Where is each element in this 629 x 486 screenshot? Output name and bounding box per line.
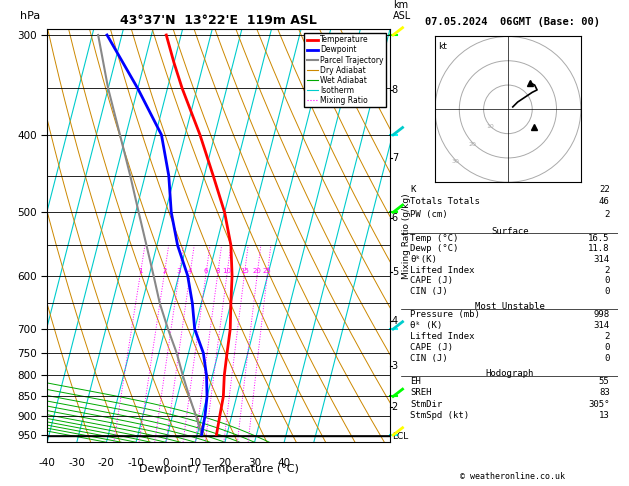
Text: Most Unstable: Most Unstable bbox=[475, 302, 545, 312]
Text: 40: 40 bbox=[277, 457, 291, 468]
Text: 0: 0 bbox=[604, 343, 610, 352]
Text: 314: 314 bbox=[594, 255, 610, 264]
Text: 2: 2 bbox=[162, 268, 167, 275]
Text: StmSpd (kt): StmSpd (kt) bbox=[410, 411, 469, 420]
Text: 25: 25 bbox=[263, 268, 272, 275]
Text: -30: -30 bbox=[69, 457, 86, 468]
Text: -40: -40 bbox=[39, 457, 55, 468]
Text: 1: 1 bbox=[138, 268, 143, 275]
Text: 11.8: 11.8 bbox=[588, 244, 610, 253]
Text: hPa: hPa bbox=[19, 11, 40, 21]
Text: 16.5: 16.5 bbox=[588, 234, 610, 243]
Text: 83: 83 bbox=[599, 388, 610, 397]
Title: 43°37'N  13°22'E  119m ASL: 43°37'N 13°22'E 119m ASL bbox=[120, 14, 317, 27]
Text: Surface: Surface bbox=[491, 226, 528, 236]
Text: Lifted Index: Lifted Index bbox=[410, 266, 474, 275]
Text: 15: 15 bbox=[240, 268, 249, 275]
Text: 10: 10 bbox=[189, 457, 202, 468]
Text: CAPE (J): CAPE (J) bbox=[410, 277, 453, 285]
Text: -20: -20 bbox=[98, 457, 115, 468]
Text: CIN (J): CIN (J) bbox=[410, 287, 448, 296]
Text: 30: 30 bbox=[248, 457, 261, 468]
Text: θᵏ (K): θᵏ (K) bbox=[410, 321, 442, 330]
Text: 0: 0 bbox=[162, 457, 169, 468]
Text: 22: 22 bbox=[599, 185, 610, 194]
Text: EH: EH bbox=[410, 377, 421, 386]
Text: 0: 0 bbox=[604, 287, 610, 296]
Text: © weatheronline.co.uk: © weatheronline.co.uk bbox=[460, 472, 565, 481]
Text: LCL: LCL bbox=[392, 432, 408, 441]
Text: 305°: 305° bbox=[588, 399, 610, 409]
Text: kt: kt bbox=[438, 42, 447, 52]
Text: 6: 6 bbox=[392, 213, 398, 224]
Text: 30: 30 bbox=[452, 159, 459, 164]
Text: PW (cm): PW (cm) bbox=[410, 209, 448, 219]
Text: 0: 0 bbox=[604, 277, 610, 285]
Text: 314: 314 bbox=[594, 321, 610, 330]
Text: 3: 3 bbox=[177, 268, 181, 275]
Text: 2: 2 bbox=[392, 402, 398, 412]
Text: 13: 13 bbox=[599, 411, 610, 420]
Text: StmDir: StmDir bbox=[410, 399, 442, 409]
Text: 20: 20 bbox=[218, 457, 231, 468]
Text: 0: 0 bbox=[604, 354, 610, 363]
Text: Dewp (°C): Dewp (°C) bbox=[410, 244, 459, 253]
Text: 07.05.2024  06GMT (Base: 00): 07.05.2024 06GMT (Base: 00) bbox=[425, 17, 600, 27]
Text: 20: 20 bbox=[253, 268, 262, 275]
Text: Pressure (mb): Pressure (mb) bbox=[410, 310, 480, 319]
Text: 8: 8 bbox=[215, 268, 220, 275]
Text: 7: 7 bbox=[392, 153, 398, 163]
Text: km
ASL: km ASL bbox=[393, 0, 411, 21]
Text: 8: 8 bbox=[392, 86, 398, 95]
Text: 46: 46 bbox=[599, 197, 610, 207]
Text: 3: 3 bbox=[392, 361, 398, 371]
Text: 5: 5 bbox=[392, 267, 398, 277]
Text: 2: 2 bbox=[604, 266, 610, 275]
Text: 6: 6 bbox=[204, 268, 208, 275]
Text: 998: 998 bbox=[594, 310, 610, 319]
Text: Hodograph: Hodograph bbox=[486, 369, 534, 378]
Text: 4: 4 bbox=[188, 268, 192, 275]
Text: 4: 4 bbox=[392, 315, 398, 326]
Text: Totals Totals: Totals Totals bbox=[410, 197, 480, 207]
Text: -10: -10 bbox=[128, 457, 145, 468]
Text: Lifted Index: Lifted Index bbox=[410, 332, 474, 341]
Text: CAPE (J): CAPE (J) bbox=[410, 343, 453, 352]
Text: 20: 20 bbox=[469, 142, 477, 147]
Legend: Temperature, Dewpoint, Parcel Trajectory, Dry Adiabat, Wet Adiabat, Isotherm, Mi: Temperature, Dewpoint, Parcel Trajectory… bbox=[304, 33, 386, 107]
Text: K: K bbox=[410, 185, 415, 194]
Text: 55: 55 bbox=[599, 377, 610, 386]
Text: Temp (°C): Temp (°C) bbox=[410, 234, 459, 243]
Text: CIN (J): CIN (J) bbox=[410, 354, 448, 363]
Text: Mixing Ratio (g/kg): Mixing Ratio (g/kg) bbox=[402, 193, 411, 278]
X-axis label: Dewpoint / Temperature (°C): Dewpoint / Temperature (°C) bbox=[138, 465, 299, 474]
Text: 10: 10 bbox=[487, 124, 494, 129]
Text: SREH: SREH bbox=[410, 388, 431, 397]
Text: 2: 2 bbox=[604, 209, 610, 219]
Text: 2: 2 bbox=[604, 332, 610, 341]
Text: θᵏ(K): θᵏ(K) bbox=[410, 255, 437, 264]
Text: 10: 10 bbox=[223, 268, 231, 275]
